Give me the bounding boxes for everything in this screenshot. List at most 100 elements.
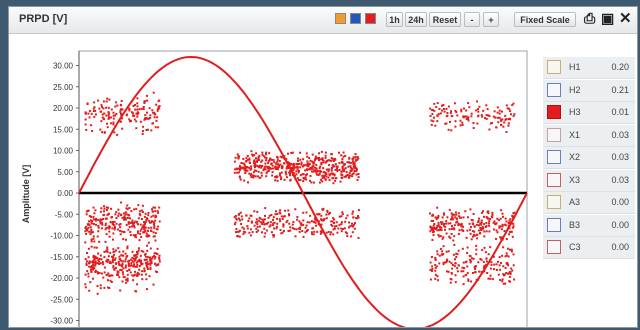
pd-point [434,264,437,266]
pd-point [470,226,472,229]
legend-color-box[interactable] [547,240,561,254]
legend-color-box[interactable] [547,60,561,74]
pd-point [101,113,104,116]
pd-point [430,119,433,122]
pd-point [93,218,96,221]
pd-point [256,220,259,223]
pd-point [141,278,144,281]
pd-point [88,109,91,112]
pd-point [134,270,136,273]
pd-point [85,229,88,232]
legend-item-b3[interactable]: B3 0.00 [543,214,635,237]
legend-item-h3[interactable]: H3 0.01 [543,102,635,124]
legend-item-h1[interactable]: H1 0.20 [543,57,635,79]
pd-point [109,260,112,263]
pd-point [154,270,157,273]
pd-point [321,180,324,183]
pd-point [97,99,100,102]
legend-item-x3[interactable]: X3 0.03 [543,169,635,192]
legend-color-box[interactable] [547,195,561,209]
pd-point [353,164,356,167]
orange-color-toggle[interactable] [335,13,346,24]
pd-point [510,230,513,233]
24h-button[interactable]: 24h [405,12,427,27]
pd-point [151,208,153,211]
pd-point [356,168,358,171]
pd-point [250,167,253,170]
pd-point [94,260,97,263]
pd-point [101,223,104,226]
pd-point [328,164,331,167]
pd-point [149,116,152,119]
pd-point [477,219,480,222]
legend-item-c3[interactable]: C3 0.00 [543,237,635,259]
pd-point [342,164,345,167]
legend-item-h2[interactable]: H2 0.21 [543,79,635,102]
pd-point [501,110,503,113]
pd-point [475,223,478,226]
pd-point [135,236,138,239]
pd-point [136,271,139,274]
pd-point [145,129,148,131]
pd-point [126,278,129,281]
pd-point [311,170,313,173]
print-icon[interactable]: ⎙ [584,10,596,26]
pd-point [513,211,516,214]
pd-point [123,276,126,279]
legend-color-box[interactable] [547,105,561,119]
pd-point [349,174,352,177]
legend-color-box[interactable] [547,217,561,232]
legend-item-x2[interactable]: X2 0.03 [543,147,635,169]
save-icon[interactable]: ▣ [601,10,615,26]
pd-point [446,112,449,114]
pd-point [137,204,140,207]
red-color-toggle[interactable] [365,13,376,24]
pd-point [98,260,101,263]
pd-point [431,214,434,217]
pd-point [123,218,126,221]
pd-point [104,240,107,243]
close-icon[interactable]: ✕ [619,10,632,27]
pd-point [491,211,494,214]
legend-item-a3[interactable]: A3 0.00 [543,192,635,214]
pd-point [447,270,450,273]
legend-color-box[interactable] [547,172,561,187]
pd-point [278,164,281,167]
1h-button[interactable]: 1h [386,12,403,27]
pd-point [249,168,252,171]
pd-point [511,269,514,272]
pd-point [448,260,451,263]
legend-color-box[interactable] [547,127,561,142]
pd-point [94,113,97,116]
zoom-out-button[interactable]: - [464,12,480,27]
y-tick-label: 5.00 [57,168,73,177]
pd-point [293,172,296,175]
pd-point [104,228,107,231]
legend-color-box[interactable] [547,150,561,164]
pd-point [483,264,486,267]
pd-point [107,113,110,116]
legend-color-box[interactable] [547,82,561,97]
pd-point [253,224,256,227]
pd-point [134,254,137,256]
pd-point [253,169,256,172]
reset-button[interactable]: Reset [429,12,461,27]
pd-point [143,226,146,229]
pd-point [348,172,351,174]
pd-point [112,251,115,253]
pd-point [452,239,455,242]
fixed-scale-button[interactable]: Fixed Scale [514,12,576,27]
pd-point [455,213,458,216]
pd-point [101,106,103,109]
pd-point [299,179,302,182]
pd-point [264,207,267,210]
pd-point [108,98,111,101]
pd-point [134,235,137,238]
zoom-in-button[interactable]: + [483,12,499,27]
legend-item-x1[interactable]: X1 0.03 [543,124,635,147]
pd-point [147,263,150,266]
pd-point [354,155,357,158]
blue-color-toggle[interactable] [350,13,361,24]
window-title: PRPD [V] [19,13,68,25]
pd-point [492,255,495,258]
